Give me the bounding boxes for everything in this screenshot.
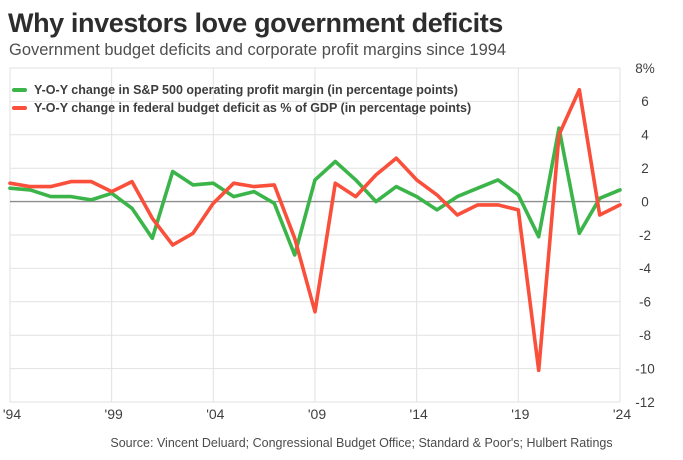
green-line-swatch: [12, 88, 27, 92]
y-tick-label: 2: [641, 161, 649, 176]
source-note: Source: Vincent Deluard; Congressional B…: [110, 436, 613, 450]
y-tick-label: -10: [635, 361, 655, 376]
y-tick-label: -6: [639, 295, 651, 310]
x-tick-label: '94: [3, 406, 21, 422]
legend-item-budget-deficit: Y-O-Y change in federal budget deficit a…: [12, 101, 471, 115]
chart-title: Why investors love government deficits: [8, 8, 503, 38]
y-tick-label: 4: [641, 128, 649, 143]
x-tick-label: '99: [105, 406, 123, 422]
legend-label-budget-deficit: Y-O-Y change in federal budget deficit a…: [34, 101, 472, 115]
x-tick-label: '04: [206, 406, 224, 422]
y-tick-label: -2: [639, 228, 651, 243]
x-tick-label: '09: [308, 406, 326, 422]
x-tick-label: '24: [613, 406, 631, 422]
y-tick-label: -4: [639, 261, 651, 276]
legend-label-profit-margin: Y-O-Y change in S&P 500 operating profit…: [34, 83, 458, 97]
y-tick-label: -12: [635, 395, 655, 410]
chart-subtitle: Government budget deficits and corporate…: [9, 41, 507, 59]
x-tick-label: '19: [511, 406, 529, 422]
y-tick-label: -8: [639, 328, 651, 343]
legend-item-profit-margin: Y-O-Y change in S&P 500 operating profit…: [12, 83, 471, 97]
red-line-swatch: [12, 106, 27, 110]
budget-deficit-line: [8, 87, 622, 373]
legend: Y-O-Y change in S&P 500 operating profit…: [12, 83, 471, 115]
y-tick-label: 8%: [635, 61, 655, 76]
y-tick-label: 0: [641, 194, 649, 209]
x-tick-label: '14: [410, 406, 428, 422]
y-tick-label: 6: [641, 94, 649, 109]
